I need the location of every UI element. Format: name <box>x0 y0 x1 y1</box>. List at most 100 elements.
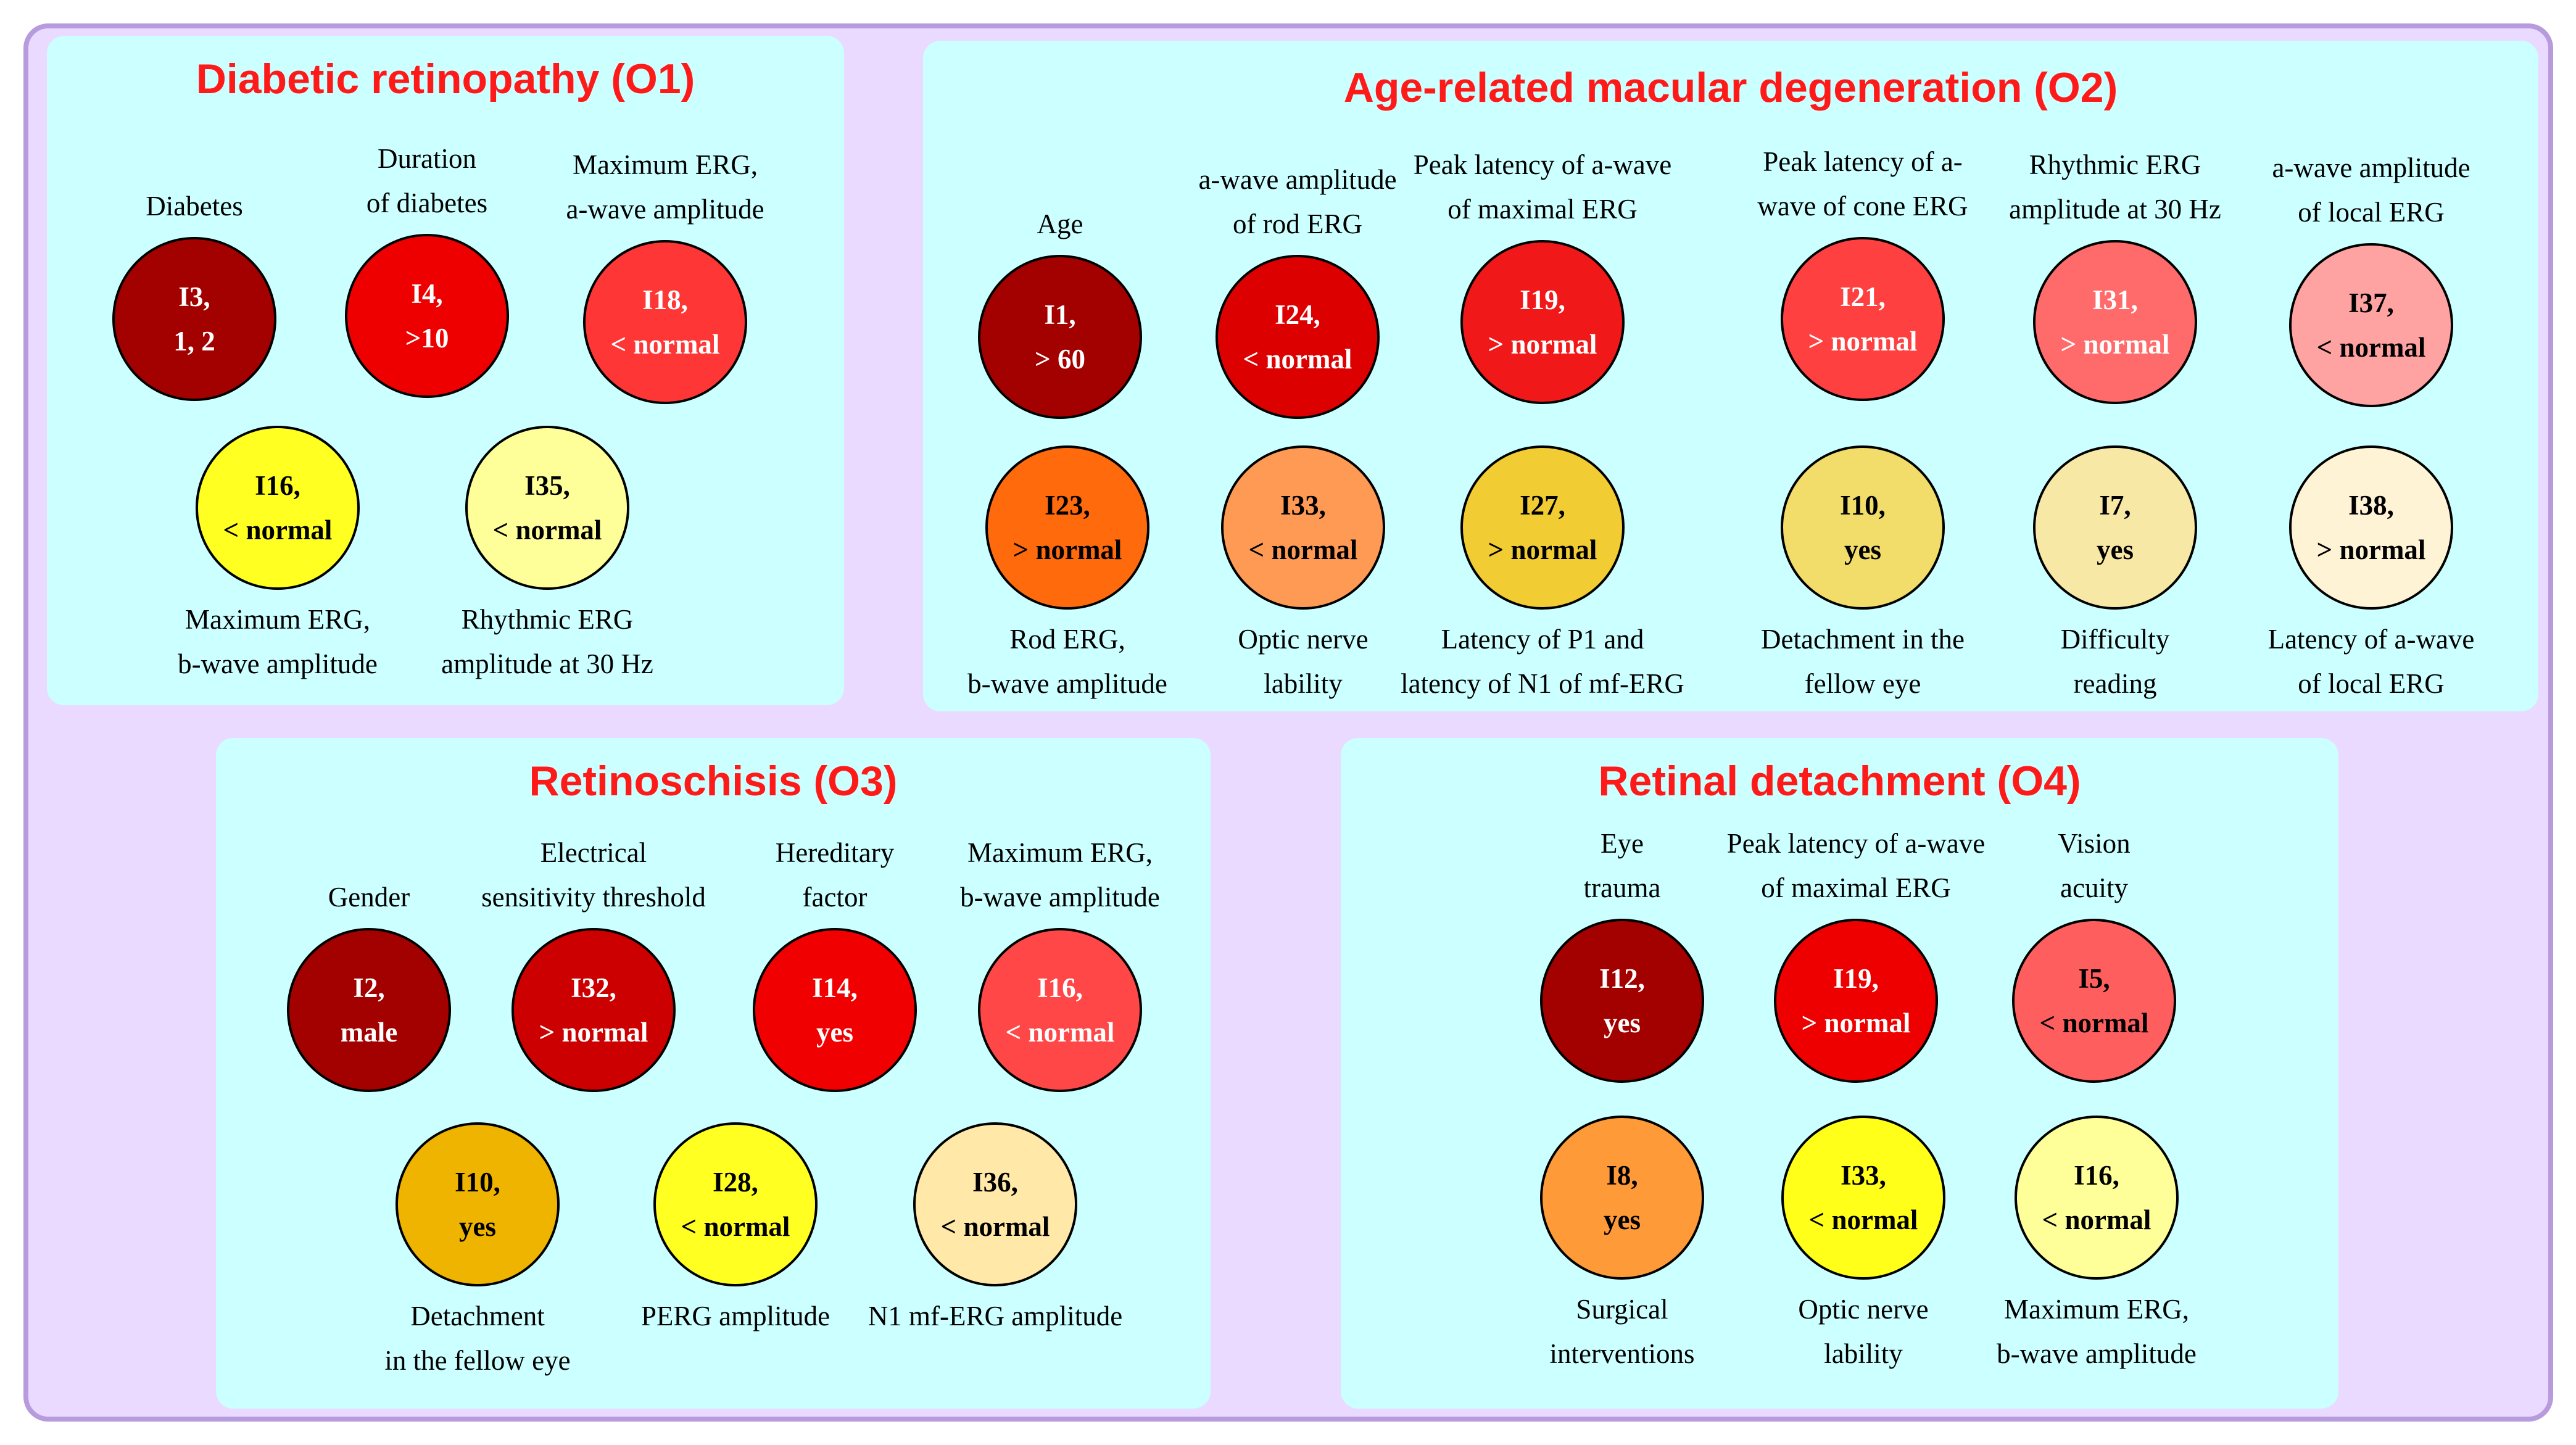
node-label: Diabetes <box>40 184 349 228</box>
node-label-line: of local ERG <box>2298 197 2445 228</box>
factor-node-i19b[interactable]: I19, > normal <box>1774 919 1938 1083</box>
panel-o1: Diabetic retinopathy (O1) I3, 1, 2 Diabetes… <box>47 36 844 705</box>
node-value: > normal <box>2060 329 2170 360</box>
node-id: I14, <box>812 972 858 1003</box>
node-id: I16, <box>255 470 300 501</box>
node-value: < normal <box>2039 1008 2149 1038</box>
factor-node-i5[interactable]: I5, < normal <box>2012 919 2176 1083</box>
factor-node-i10[interactable]: I10, yes <box>1781 445 1945 610</box>
node-label-line: amplitude at 30 Hz <box>2009 194 2221 225</box>
factor-node-i38[interactable]: I38, > normal <box>2289 445 2453 610</box>
node-label: Vision acuity <box>1940 821 2248 910</box>
factor-node-i10b[interactable]: I10, yes <box>396 1122 560 1286</box>
node-value: < normal <box>940 1211 1050 1242</box>
factor-node-i36[interactable]: I36, < normal <box>913 1122 1077 1286</box>
node-value: yes <box>2097 534 2134 565</box>
node-label-line: Diabetes <box>146 191 243 222</box>
factor-node-i35[interactable]: I35, < normal <box>465 426 629 590</box>
node-value: < normal <box>610 329 720 360</box>
node-label-line: Peak latency of a-wave <box>1726 828 1986 859</box>
node-label-line: Age <box>1037 209 1083 239</box>
node-label-line: a-wave amplitude <box>566 194 764 225</box>
node-label: a-wave amplitude of rod ERG <box>1143 157 1452 246</box>
node-value: 1, 2 <box>173 326 215 357</box>
node-label-line: Maximum ERG, <box>967 837 1153 868</box>
node-value: yes <box>1844 534 1881 565</box>
node-id: I31, <box>2092 284 2138 315</box>
factor-node-i33[interactable]: I33, < normal <box>1221 445 1385 610</box>
factor-node-i16b[interactable]: I16, < normal <box>978 928 1142 1092</box>
factor-node-i28[interactable]: I28, < normal <box>653 1122 818 1286</box>
node-label-line: interventions <box>1549 1338 1695 1369</box>
node-label-line: b-wave amplitude <box>960 882 1160 913</box>
node-label-line: Latency of a-wave <box>2267 624 2475 655</box>
panel-o3: Retinoschisis (O3) I2, male Gender I32, > nor… <box>216 738 1211 1409</box>
factor-node-i12[interactable]: I12, yes <box>1540 919 1704 1083</box>
node-label: Difficulty reading <box>1961 617 2269 706</box>
node-label: Maximum ERG, b-wave amplitude <box>123 597 432 686</box>
node-label-line: of diabetes <box>366 188 488 218</box>
node-label-line: wave of cone ERG <box>1757 191 1968 222</box>
node-label-line: Eye <box>1601 828 1644 859</box>
node-label-line: acuity <box>2060 872 2128 903</box>
node-label-line: Detachment <box>410 1301 545 1331</box>
node-value: > normal <box>2316 534 2426 565</box>
node-label: N1 mf-ERG amplitude <box>841 1294 1149 1338</box>
node-id: I4, <box>411 278 443 309</box>
factor-node-i1[interactable]: I1, > 60 <box>978 255 1142 419</box>
factor-node-i16c[interactable]: I16, < normal <box>2015 1116 2179 1280</box>
node-label-line: latency of N1 of mf-ERG <box>1401 668 1684 699</box>
node-label: Peak latency of a-wave of maximal ERG <box>1388 143 1697 231</box>
node-id: I12, <box>1599 963 1645 994</box>
node-label: Surgical interventions <box>1468 1287 1776 1376</box>
factor-node-i21[interactable]: I21, > normal <box>1781 237 1945 401</box>
node-label-line: a-wave amplitude <box>1198 164 1397 195</box>
node-label-line: of maximal ERG <box>1761 872 1951 903</box>
factor-node-i27[interactable]: I27, > normal <box>1460 445 1625 610</box>
factor-node-i4[interactable]: I4, >10 <box>345 234 509 398</box>
node-label-line: Rhythmic ERG <box>461 604 634 635</box>
factor-node-i23[interactable]: I23, > normal <box>985 445 1149 610</box>
factor-node-i19[interactable]: I19, > normal <box>1460 240 1625 404</box>
node-label-line: b-wave amplitude <box>967 668 1167 699</box>
node-label-line: Vision <box>2058 828 2131 859</box>
node-label-line: Gender <box>328 882 410 913</box>
node-id: I32, <box>571 972 616 1003</box>
node-label: a-wave amplitude of local ERG <box>2217 146 2525 234</box>
factor-node-i32[interactable]: I32, > normal <box>511 928 676 1092</box>
node-id: I19, <box>1520 284 1565 315</box>
node-value: > 60 <box>1035 344 1085 375</box>
factor-node-i24[interactable]: I24, < normal <box>1216 255 1380 419</box>
node-label-line: Peak latency of a-wave <box>1413 149 1672 180</box>
factor-node-i33b[interactable]: I33, < normal <box>1781 1116 1945 1280</box>
node-label: Duration of diabetes <box>273 136 581 225</box>
node-label: Detachment in the fellow eye <box>1708 617 2017 706</box>
node-value: > normal <box>1488 329 1597 360</box>
node-id: I10, <box>1840 490 1886 521</box>
node-label-line: reading <box>2073 668 2157 699</box>
node-label-line: amplitude at 30 Hz <box>441 648 653 679</box>
factor-node-i18[interactable]: I18, < normal <box>583 240 747 404</box>
node-label: Maximum ERG, b-wave amplitude <box>906 830 1214 919</box>
factor-node-i14[interactable]: I14, yes <box>753 928 917 1092</box>
node-value: yes <box>1604 1008 1641 1038</box>
factor-node-i7[interactable]: I7, yes <box>2033 445 2197 610</box>
node-label-line: of maximal ERG <box>1447 194 1638 225</box>
factor-node-i3[interactable]: I3, 1, 2 <box>112 237 276 401</box>
factor-node-i37[interactable]: I37, < normal <box>2289 243 2453 407</box>
node-label-line: Maximum ERG, <box>2004 1294 2189 1325</box>
node-id: I37, <box>2348 288 2394 318</box>
panel-title: Retinoschisis (O3) <box>529 758 898 805</box>
factor-node-i31[interactable]: I31, > normal <box>2033 240 2197 404</box>
node-label-line: a-wave amplitude <box>2272 152 2470 183</box>
panel-o4: Retinal detachment (O4) I12, yes Eye trauma I… <box>1341 738 2338 1409</box>
node-value: >10 <box>405 323 449 354</box>
factor-node-i2[interactable]: I2, male <box>287 928 451 1092</box>
factor-node-i8[interactable]: I8, yes <box>1540 1116 1704 1280</box>
node-label-line: Latency of P1 and <box>1441 624 1644 655</box>
node-label: Hereditary factor <box>681 830 989 919</box>
node-label: Latency of P1 and latency of N1 of mf-ERG <box>1388 617 1697 706</box>
node-label: Age <box>906 202 1214 246</box>
node-value: < normal <box>1243 344 1352 375</box>
factor-node-i16[interactable]: I16, < normal <box>196 426 360 590</box>
